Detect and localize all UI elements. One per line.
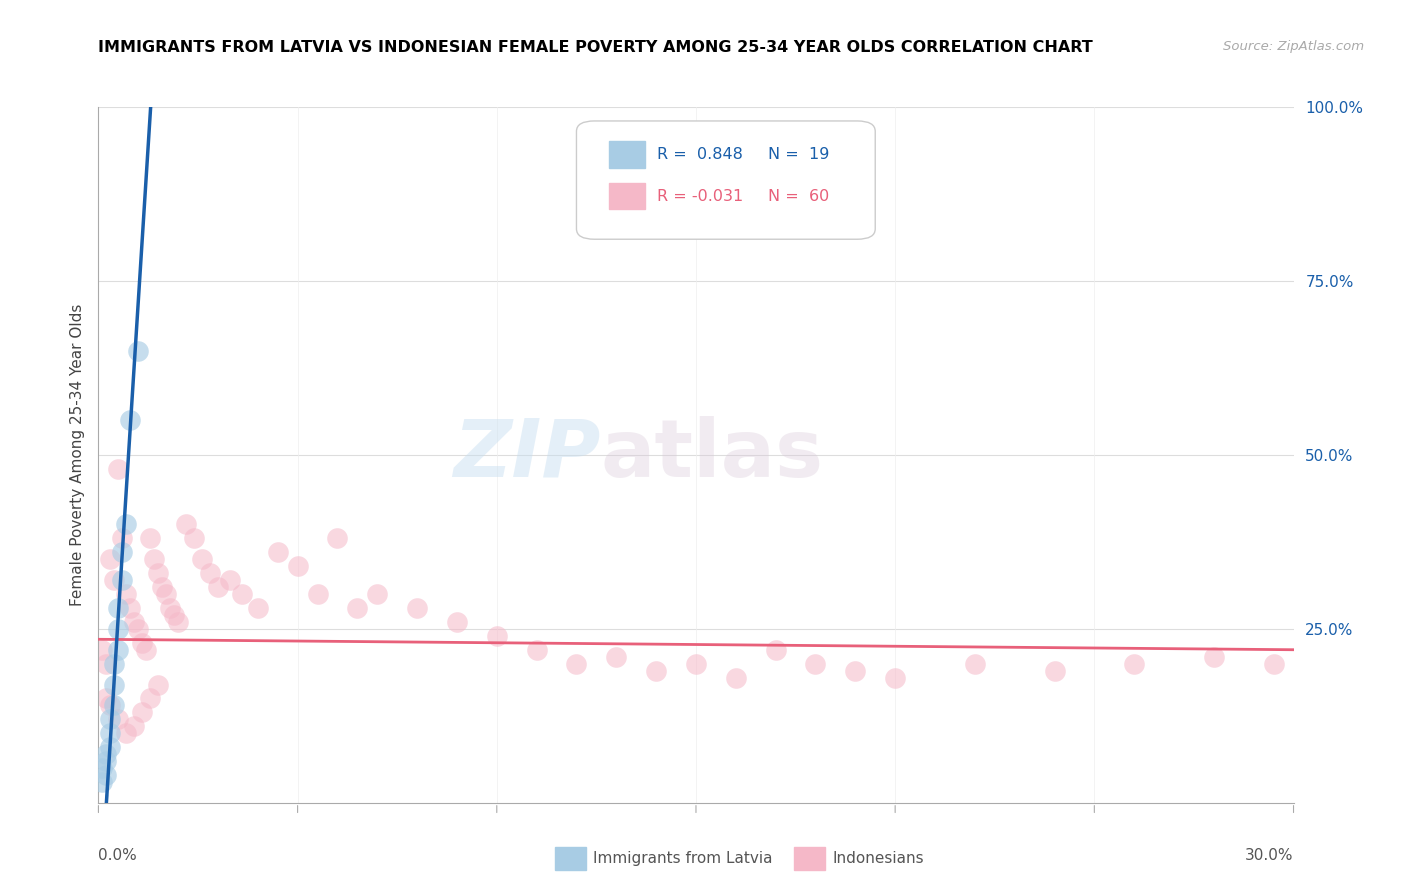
Point [1202, 649, 1225, 664]
Point [307, 587, 329, 601]
Point [526, 642, 548, 657]
Point [107, 642, 129, 657]
Point [148, 566, 170, 581]
Point [111, 532, 134, 546]
Text: atlas: atlas [600, 416, 824, 494]
Point [143, 552, 166, 566]
Point [120, 601, 142, 615]
Point [131, 706, 153, 720]
Text: N =  60: N = 60 [768, 188, 830, 203]
Point [1123, 657, 1146, 671]
Point [346, 601, 368, 615]
Point [131, 636, 153, 650]
Point [103, 698, 125, 713]
Point [219, 573, 242, 587]
Point [115, 587, 138, 601]
Point [326, 532, 349, 546]
Text: 30.0%: 30.0% [1246, 848, 1294, 863]
Point [127, 622, 149, 636]
Point [485, 629, 508, 643]
Point [96, 768, 118, 782]
Point [167, 615, 190, 629]
Point [605, 649, 627, 664]
Point [183, 532, 205, 546]
Point [107, 462, 129, 476]
Point [107, 712, 129, 726]
Point [103, 573, 125, 587]
Point [98, 552, 122, 566]
Point [98, 740, 122, 755]
Text: 0.0%: 0.0% [98, 848, 138, 863]
Point [366, 587, 388, 601]
Point [107, 601, 129, 615]
Point [844, 664, 866, 678]
Point [111, 573, 134, 587]
Y-axis label: Female Poverty Among 25-34 Year Olds: Female Poverty Among 25-34 Year Olds [69, 304, 84, 606]
Point [685, 657, 707, 671]
Point [96, 747, 118, 761]
Point [96, 691, 118, 706]
FancyBboxPatch shape [576, 121, 875, 239]
Point [191, 552, 214, 566]
Point [103, 657, 125, 671]
Point [724, 671, 747, 685]
Point [884, 671, 907, 685]
Point [127, 343, 149, 358]
Text: Source: ZipAtlas.com: Source: ZipAtlas.com [1223, 40, 1364, 54]
Point [111, 545, 134, 559]
Point [150, 580, 173, 594]
Point [148, 677, 170, 691]
Point [963, 657, 986, 671]
Point [124, 615, 146, 629]
Point [565, 657, 588, 671]
Point [155, 587, 177, 601]
Point [207, 580, 229, 594]
Text: Immigrants from Latvia: Immigrants from Latvia [593, 851, 773, 866]
Point [103, 677, 125, 691]
Point [267, 545, 290, 559]
Point [174, 517, 197, 532]
Point [163, 607, 186, 622]
Point [96, 657, 118, 671]
Text: ZIP: ZIP [453, 416, 600, 494]
Point [120, 413, 142, 427]
Bar [609, 141, 644, 168]
Point [765, 642, 787, 657]
Point [804, 657, 827, 671]
Point [446, 615, 468, 629]
Point [159, 601, 181, 615]
Point [98, 698, 122, 713]
Point [135, 642, 157, 657]
Point [124, 719, 146, 733]
Text: IMMIGRANTS FROM LATVIA VS INDONESIAN FEMALE POVERTY AMONG 25-34 YEAR OLDS CORREL: IMMIGRANTS FROM LATVIA VS INDONESIAN FEM… [98, 40, 1094, 55]
Point [98, 726, 122, 740]
Point [645, 664, 668, 678]
Point [287, 559, 309, 574]
Point [1043, 664, 1066, 678]
Point [198, 566, 221, 581]
Point [139, 691, 162, 706]
Point [231, 587, 253, 601]
Point [246, 601, 269, 615]
Text: R = -0.031: R = -0.031 [657, 188, 742, 203]
Text: R =  0.848: R = 0.848 [657, 147, 742, 161]
Point [91, 761, 114, 775]
Point [139, 532, 162, 546]
Point [115, 517, 138, 532]
Point [91, 775, 114, 789]
Bar [609, 183, 644, 210]
Point [107, 622, 129, 636]
Point [98, 712, 122, 726]
Point [91, 642, 114, 657]
Point [406, 601, 429, 615]
Point [96, 754, 118, 768]
Text: Indonesians: Indonesians [832, 851, 924, 866]
Point [1263, 657, 1285, 671]
Text: N =  19: N = 19 [768, 147, 830, 161]
Point [115, 726, 138, 740]
